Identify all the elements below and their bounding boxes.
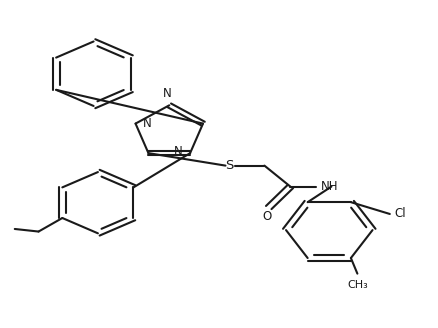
Text: O: O — [262, 210, 271, 223]
Text: N: N — [163, 87, 172, 99]
Text: N: N — [143, 117, 152, 130]
Text: NH: NH — [321, 180, 338, 193]
Text: Cl: Cl — [394, 208, 406, 220]
Text: S: S — [226, 159, 234, 172]
Text: CH₃: CH₃ — [347, 280, 368, 290]
Text: N: N — [173, 145, 182, 158]
